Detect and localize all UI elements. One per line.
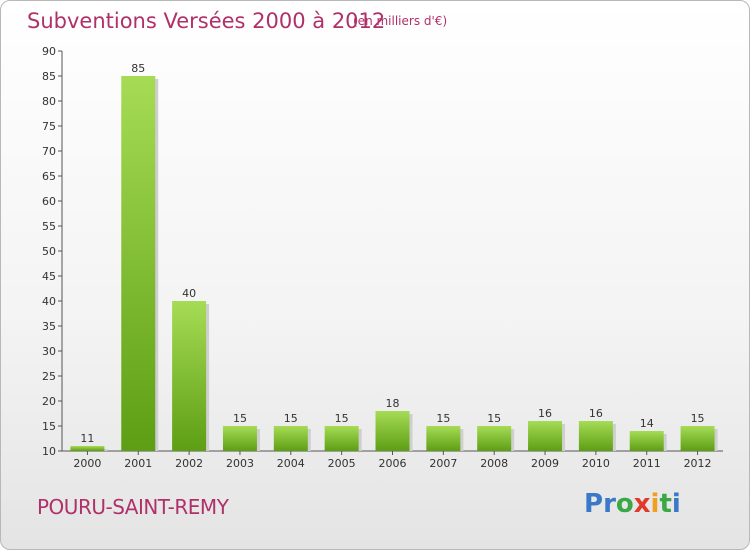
logo-letter: i — [671, 489, 681, 519]
bar-2002 — [172, 301, 207, 451]
x-tick-label-2001: 2001 — [124, 457, 152, 470]
y-tick-label: 15 — [42, 420, 56, 433]
value-label-2000: 11 — [80, 432, 94, 445]
value-label-2005: 15 — [335, 412, 349, 425]
value-label-2012: 15 — [691, 412, 705, 425]
y-tick-label: 25 — [42, 370, 56, 383]
bar-2005 — [324, 426, 359, 451]
value-label-2002: 40 — [182, 287, 196, 300]
x-tick-label-2006: 2006 — [379, 457, 407, 470]
value-label-2008: 15 — [487, 412, 501, 425]
logo-letter: t — [659, 489, 672, 519]
bar-2007 — [426, 426, 461, 451]
x-tick-label-2007: 2007 — [429, 457, 457, 470]
x-tick-label-2003: 2003 — [226, 457, 254, 470]
bar-2004 — [273, 426, 308, 451]
bar-2011 — [629, 431, 664, 451]
x-tick-label-2011: 2011 — [633, 457, 661, 470]
bar-2006 — [375, 411, 410, 451]
x-tick-label-2005: 2005 — [328, 457, 356, 470]
x-tick-label-2010: 2010 — [582, 457, 610, 470]
chart-title: Subventions Versées 2000 à 2012 — [27, 9, 386, 33]
y-tick-label: 60 — [42, 195, 56, 208]
y-tick-label: 70 — [42, 145, 56, 158]
bar-2001 — [121, 76, 156, 451]
x-tick-label-2009: 2009 — [531, 457, 559, 470]
x-tick-label-2000: 2000 — [73, 457, 101, 470]
bars — [70, 76, 718, 451]
bar-2008 — [477, 426, 512, 451]
logo-letter: i — [650, 489, 660, 519]
value-label-2003: 15 — [233, 412, 247, 425]
logo-letter: r — [603, 489, 616, 519]
value-label-2004: 15 — [284, 412, 298, 425]
y-tick-label: 90 — [42, 45, 56, 58]
y-tick-label: 20 — [42, 395, 56, 408]
y-tick-label: 50 — [42, 245, 56, 258]
y-tick-label: 75 — [42, 120, 56, 133]
value-label-2010: 16 — [589, 407, 603, 420]
logo-letter: P — [584, 489, 604, 519]
bar-2009 — [528, 421, 563, 451]
proxiti-logo: Proxiti — [584, 489, 681, 519]
x-tick-label-2004: 2004 — [277, 457, 305, 470]
y-tick-label: 65 — [42, 170, 56, 183]
bar-2012 — [680, 426, 715, 451]
unit-note: (en milliers d'€) — [353, 14, 448, 28]
bar-2000 — [70, 446, 105, 451]
y-tick-label: 30 — [42, 345, 56, 358]
value-label-2009: 16 — [538, 407, 552, 420]
bar-2010 — [578, 421, 613, 451]
x-tick-label-2012: 2012 — [684, 457, 712, 470]
bar-2003 — [222, 426, 257, 451]
y-tick-label: 80 — [42, 95, 56, 108]
logo-letter: o — [615, 489, 634, 519]
value-label-2011: 14 — [640, 417, 654, 430]
axes: 10 15 20 25 30 35 40 45 50 55 60 65 70 75 80 85 90 2000 20… — [42, 45, 723, 470]
y-tick-label: 85 — [42, 70, 56, 83]
value-label-2001: 85 — [131, 62, 145, 75]
logo-letter: x — [633, 489, 651, 519]
value-label-2007: 15 — [436, 412, 450, 425]
x-tick-label-2002: 2002 — [175, 457, 203, 470]
x-tick-label-2008: 2008 — [480, 457, 508, 470]
value-label-2006: 18 — [386, 397, 400, 410]
y-tick-label: 10 — [42, 445, 56, 458]
y-tick-label: 45 — [42, 270, 56, 283]
y-tick-label: 55 — [42, 220, 56, 233]
y-tick-label: 35 — [42, 320, 56, 333]
commune-name: POURU-SAINT-REMY — [37, 495, 229, 519]
value-labels: 11 85 40 15 15 15 18 15 15 16 16 14 15 — [80, 62, 704, 445]
y-tick-label: 40 — [42, 295, 56, 308]
